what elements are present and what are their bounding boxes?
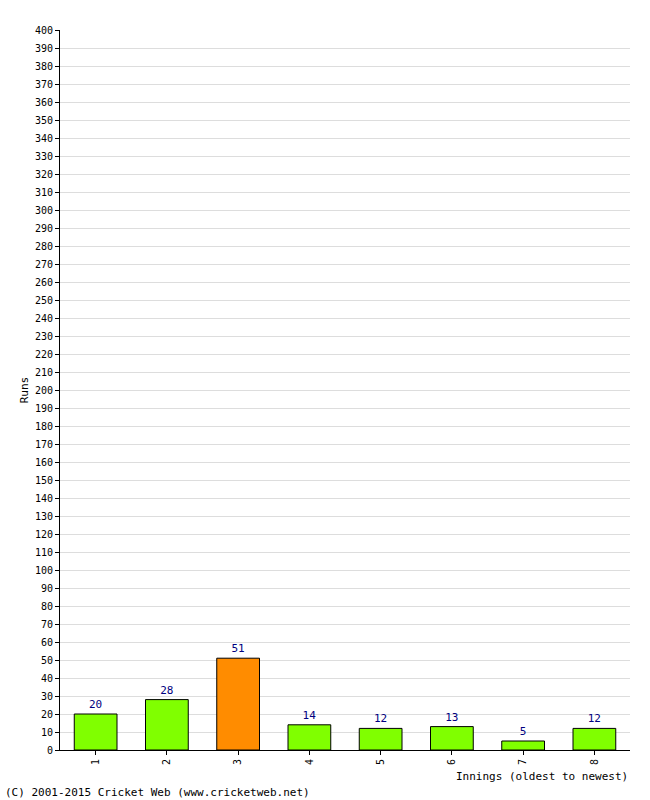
svg-text:8: 8	[589, 759, 600, 765]
svg-text:10: 10	[41, 727, 53, 738]
svg-text:150: 150	[35, 475, 53, 486]
svg-text:330: 330	[35, 151, 53, 162]
svg-text:3: 3	[232, 759, 243, 765]
svg-text:Innings (oldest to newest): Innings (oldest to newest)	[456, 770, 628, 783]
svg-text:180: 180	[35, 421, 53, 432]
svg-text:140: 140	[35, 493, 53, 504]
svg-text:13: 13	[445, 711, 458, 724]
svg-text:51: 51	[232, 642, 245, 655]
svg-text:50: 50	[41, 655, 53, 666]
svg-text:(C) 2001-2015 Cricket Web (www: (C) 2001-2015 Cricket Web (www.cricketwe…	[5, 786, 310, 799]
svg-text:5: 5	[520, 725, 527, 738]
svg-text:200: 200	[35, 385, 53, 396]
svg-text:400: 400	[35, 25, 53, 36]
svg-text:60: 60	[41, 637, 53, 648]
svg-text:320: 320	[35, 169, 53, 180]
svg-text:90: 90	[41, 583, 53, 594]
svg-text:360: 360	[35, 97, 53, 108]
svg-text:70: 70	[41, 619, 53, 630]
svg-text:Runs: Runs	[18, 377, 31, 404]
svg-text:80: 80	[41, 601, 53, 612]
svg-text:12: 12	[374, 712, 387, 725]
svg-text:210: 210	[35, 367, 53, 378]
svg-text:14: 14	[303, 709, 317, 722]
svg-text:20: 20	[41, 709, 53, 720]
svg-text:240: 240	[35, 313, 53, 324]
svg-text:260: 260	[35, 277, 53, 288]
svg-text:390: 390	[35, 43, 53, 54]
svg-text:270: 270	[35, 259, 53, 270]
svg-text:280: 280	[35, 241, 53, 252]
svg-text:300: 300	[35, 205, 53, 216]
svg-text:4: 4	[304, 759, 315, 765]
svg-text:380: 380	[35, 61, 53, 72]
svg-text:1: 1	[90, 759, 101, 765]
svg-text:370: 370	[35, 79, 53, 90]
svg-text:7: 7	[517, 759, 528, 765]
svg-text:100: 100	[35, 565, 53, 576]
svg-text:0: 0	[47, 745, 53, 756]
svg-text:190: 190	[35, 403, 53, 414]
svg-text:120: 120	[35, 529, 53, 540]
svg-text:130: 130	[35, 511, 53, 522]
svg-text:6: 6	[446, 759, 457, 765]
svg-text:110: 110	[35, 547, 53, 558]
svg-text:310: 310	[35, 187, 53, 198]
svg-text:250: 250	[35, 295, 53, 306]
svg-text:340: 340	[35, 133, 53, 144]
svg-text:40: 40	[41, 673, 53, 684]
svg-text:170: 170	[35, 439, 53, 450]
svg-text:220: 220	[35, 349, 53, 360]
svg-text:5: 5	[375, 759, 386, 765]
svg-text:350: 350	[35, 115, 53, 126]
svg-text:20: 20	[89, 698, 102, 711]
svg-text:2: 2	[161, 759, 172, 765]
svg-text:30: 30	[41, 691, 53, 702]
svg-text:230: 230	[35, 331, 53, 342]
svg-text:12: 12	[588, 712, 601, 725]
svg-text:28: 28	[160, 684, 173, 697]
svg-text:290: 290	[35, 223, 53, 234]
svg-text:160: 160	[35, 457, 53, 468]
